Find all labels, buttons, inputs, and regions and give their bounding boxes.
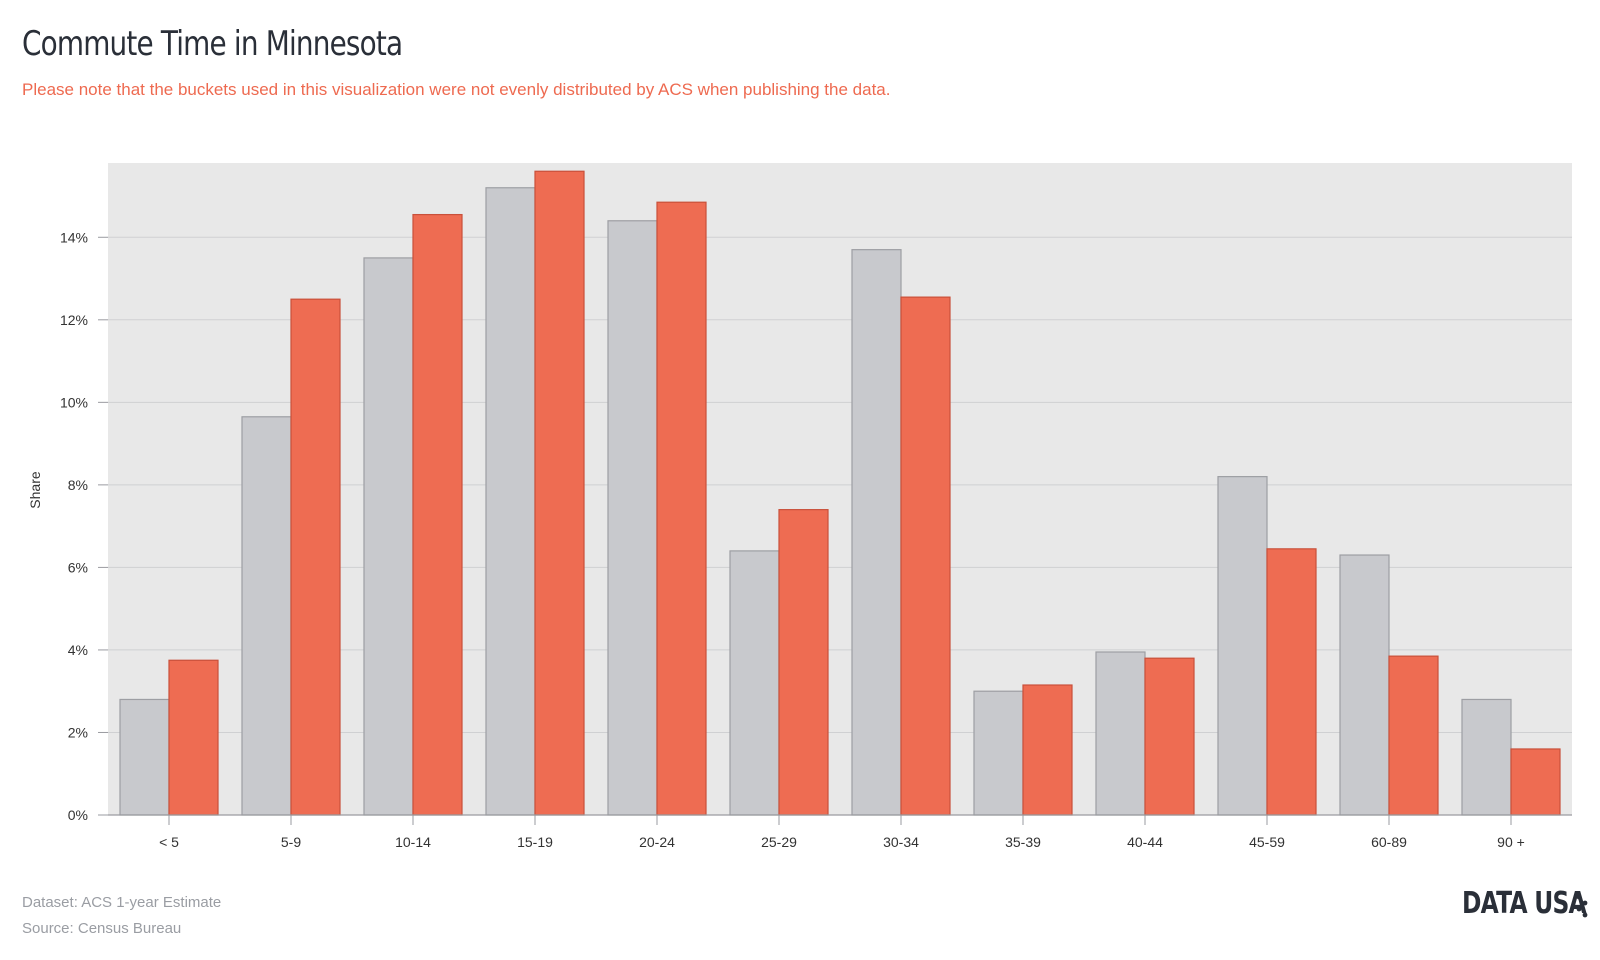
bar-mn[interactable] [1144,657,1195,816]
bar-mn[interactable] [290,298,341,816]
x-tick-label: 5-9 [281,834,301,850]
plot-area [108,163,1572,815]
chart-subtitle: Please note that the buckets used in thi… [22,80,891,99]
y-tick-label: 12% [60,312,88,328]
bar-mn[interactable] [1510,748,1561,816]
y-tick-label: 14% [60,229,88,245]
x-tick-label: 15-19 [517,834,553,850]
bars [119,170,1561,816]
x-tick-label: 45-59 [1249,834,1285,850]
y-tick-label: 6% [68,559,88,575]
y-tick-label: 0% [68,807,88,823]
bar-mn[interactable] [1266,548,1317,816]
x-tick-label: 10-14 [395,834,431,850]
bar-us[interactable] [1217,476,1268,816]
x-tick-label: 25-29 [761,834,797,850]
bar-us[interactable] [1339,554,1390,816]
bar-mn[interactable] [534,170,585,816]
x-tick-label: 20-24 [639,834,675,850]
bar-us[interactable] [241,416,292,816]
bar-us[interactable] [363,257,414,816]
bar-us[interactable] [1461,698,1512,816]
axes: 0% 2% 4% 6% 8% 10% 12% 14% < 5 5-9 10-14 15-19 20-24… [60,229,1572,850]
chart-title: Commute Time in Minnesota [22,24,403,64]
y-tick-label: 4% [68,642,88,658]
source-note: Source: Census Bureau [22,920,182,937]
bar-us[interactable] [851,249,902,816]
x-tick-label: < 5 [159,834,179,850]
y-axis-label: Share [27,471,43,509]
plot-background [108,163,1572,815]
bar-mn[interactable] [900,296,951,816]
x-tick-label: 35-39 [1005,834,1041,850]
y-tick-label: 2% [68,724,88,740]
y-tick-label: 8% [68,477,88,493]
bar-us[interactable] [729,550,780,816]
bar-mn[interactable] [1388,655,1439,816]
bar-us[interactable] [485,187,536,816]
bar-mn[interactable] [412,213,463,816]
x-tick-label: 30-34 [883,834,919,850]
bar-mn[interactable] [1022,684,1073,816]
bar-us[interactable] [607,220,658,816]
bar-us[interactable] [973,690,1024,816]
x-tick-label: 60-89 [1371,834,1407,850]
bar-mn[interactable] [168,659,219,816]
bar-mn[interactable] [656,201,707,816]
datausa-logo: DATA USA [1462,886,1587,921]
logo-dots-icon [1576,894,1588,918]
x-tick-label: 40-44 [1127,834,1163,850]
bar-mn[interactable] [778,509,829,816]
y-tick-label: 10% [60,394,88,410]
gridlines [108,236,1572,733]
bar-us[interactable] [1095,651,1146,816]
dataset-note: Dataset: ACS 1-year Estimate [22,894,222,911]
x-tick-label: 90 + [1497,834,1525,850]
bar-us[interactable] [119,698,170,816]
